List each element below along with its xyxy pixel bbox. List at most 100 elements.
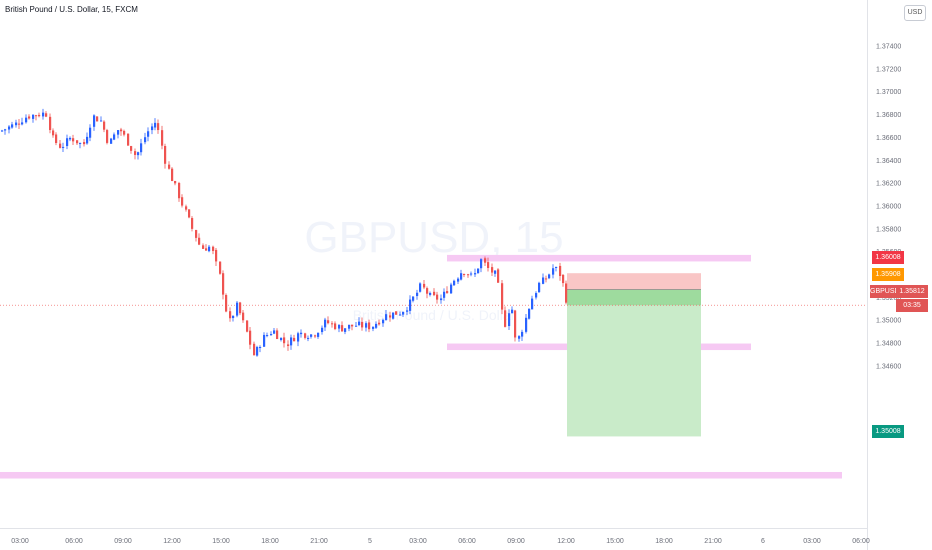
candle-body [480,259,483,269]
candle-body [287,344,290,346]
candle-body [140,143,143,153]
candlesticks [1,108,568,357]
candle-body [368,322,371,330]
candle-body [484,258,487,263]
candle-body [59,143,62,148]
current-price-label: 1.35812 [896,285,928,298]
time-tick-label: 5 [368,538,372,545]
short-position-tool[interactable] [0,273,867,437]
time-tick-label: 06:00 [65,538,83,545]
price-tick-label: 1.34600 [876,363,901,370]
candle-body [565,283,568,303]
candle-body [406,310,409,312]
candle-body [144,137,147,143]
candle-body [212,246,215,252]
candle-body [198,237,201,245]
candle-body [276,330,279,340]
price-tick-label: 1.37200 [876,66,901,73]
candle-body [348,324,351,329]
candle-body [45,113,48,117]
candle-body [229,311,232,319]
candle-body [321,327,324,333]
price-tick-label: 1.34800 [876,341,901,348]
candle-body [96,116,99,122]
candle-body [382,319,385,324]
candle-body [171,168,174,182]
candle-body [137,152,140,156]
time-tick-label: 12:00 [557,538,575,545]
horizontal-zone [0,471,842,479]
candle-body [528,308,531,319]
price-tick-label: 1.35000 [876,318,901,325]
candle-body [433,291,436,296]
candle-body [467,274,470,276]
candle-body [395,311,398,315]
candle-body [123,130,126,135]
candle-body [429,292,432,295]
time-tick-label: 21:00 [310,538,328,545]
entry-price-label: 1.35908 [872,268,904,281]
candle-body [62,146,65,148]
open-profit-zone [567,289,701,306]
candle-body [239,302,242,314]
symbol-title[interactable]: British Pound / U.S. Dollar, 15, FXCM [5,5,138,14]
price-tick-label: 1.35800 [876,226,901,233]
candle-body [504,310,507,327]
candle-body [100,120,103,122]
candle-body [21,122,24,125]
candle-body [219,261,222,274]
candle-body [273,330,276,334]
candle-body [412,296,415,301]
candle-body [426,288,429,294]
candle-body [232,315,235,319]
candle-body [545,278,548,280]
candle-body [103,121,106,130]
candle-body [259,347,262,349]
candle-body [307,337,310,339]
candle-body [174,180,177,184]
candle-body [385,314,388,321]
candle-body [552,268,555,275]
price-tick-label: 1.36400 [876,158,901,165]
candle-body [154,122,157,128]
currency-button[interactable]: USD [904,5,926,21]
candle-body [562,274,565,284]
candle-body [501,283,504,310]
price-tick-label: 1.37000 [876,89,901,96]
price-scale[interactable]: 1.37400 1.37200 1.37000 1.36800 1.36600 1.364… [876,44,901,371]
candle-body [542,277,545,284]
candle-body [300,332,303,335]
time-scale[interactable]: 03:00 06:00 09:00 12:00 15:00 18:00 21:00 5 03:0… [11,538,870,545]
candle-body [28,116,31,119]
candle-body [55,134,58,143]
target-price-label: 1.35008 [872,425,904,438]
candle-body [416,292,419,297]
candle-body [491,267,494,273]
candle-body [392,312,395,319]
candle-body [338,325,341,329]
candle-body [256,346,259,356]
candle-body [195,230,198,238]
candle-body [253,343,256,356]
candle-body [372,326,375,329]
candle-body [69,137,72,140]
time-tick-label: 6 [761,538,765,545]
candle-body [89,127,92,138]
candle-body [35,115,38,117]
candle-body [168,164,171,169]
candle-body [460,273,463,280]
candle-body [508,313,511,327]
candle-body [72,138,75,142]
candle-body [157,123,160,131]
candle-body [310,334,313,337]
candle-body [511,309,514,314]
candle-body [327,320,330,324]
candle-body [324,319,327,328]
candle-body [52,130,55,136]
countdown-label: 03:35 [896,299,928,312]
candle-body [365,323,368,328]
stop-price-label: 1.36008 [872,251,904,264]
candle-body [8,126,11,130]
candle-body [531,298,534,310]
